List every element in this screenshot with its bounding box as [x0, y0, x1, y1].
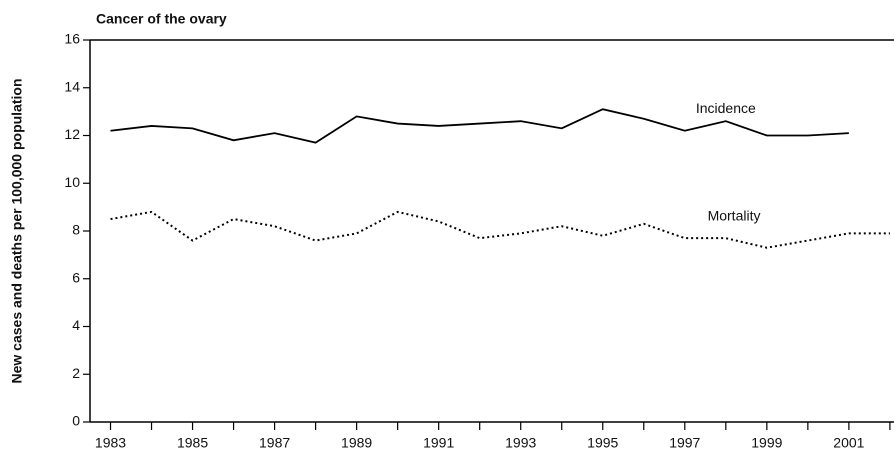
series-line	[110, 210, 890, 249]
y-tick-label: 2	[72, 365, 80, 381]
annotation: Mortality	[708, 207, 761, 223]
x-tick-label: 1997	[669, 435, 700, 451]
y-tick-label: 0	[72, 413, 80, 429]
annotation: Incidence	[696, 100, 756, 116]
series-line	[110, 108, 849, 144]
y-axis-label: New cases and deaths per 100,000 populat…	[9, 79, 25, 384]
y-tick-label: 8	[72, 222, 80, 238]
y-tick-label: 10	[64, 174, 80, 190]
y-tick-label: 6	[72, 269, 80, 285]
y-tick-label: 14	[64, 78, 80, 94]
x-tick-label: 1985	[177, 435, 208, 451]
x-tick-label: 1991	[423, 435, 454, 451]
x-tick-label: 1999	[751, 435, 782, 451]
x-tick-label: 1987	[259, 435, 290, 451]
x-tick-label: 2001	[833, 435, 864, 451]
y-tick-label: 4	[72, 317, 80, 333]
x-tick-label: 1995	[587, 435, 618, 451]
x-tick-label: 1983	[95, 435, 126, 451]
chart-title: Cancer of the ovary	[96, 11, 227, 27]
y-tick-label: 16	[64, 31, 80, 47]
x-tick-label: 1993	[505, 435, 536, 451]
y-tick-label: 12	[64, 126, 80, 142]
x-tick-label: 1989	[341, 435, 372, 451]
